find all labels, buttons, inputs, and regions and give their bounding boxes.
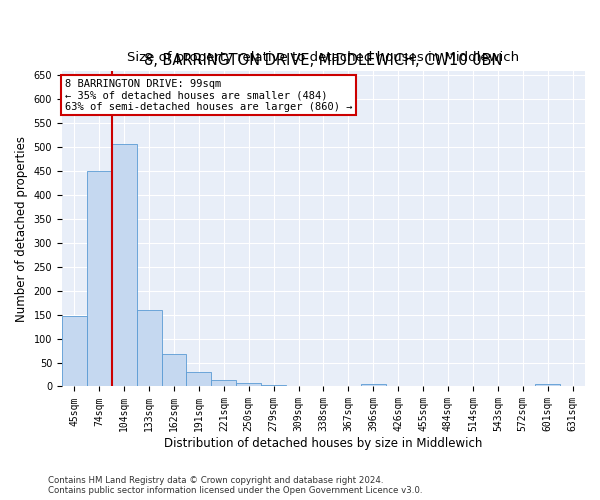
Bar [361, 384, 386, 386]
Bar [137, 310, 161, 386]
Bar [236, 382, 261, 386]
Text: Size of property relative to detached houses in Middlewich: Size of property relative to detached ho… [127, 52, 520, 64]
Bar [87, 171, 112, 386]
Bar [112, 144, 137, 386]
X-axis label: Distribution of detached houses by size in Middlewich: Distribution of detached houses by size … [164, 437, 482, 450]
Text: Contains HM Land Registry data © Crown copyright and database right 2024.
Contai: Contains HM Land Registry data © Crown c… [48, 476, 422, 495]
Bar [161, 354, 187, 386]
Bar [187, 372, 211, 386]
Y-axis label: Number of detached properties: Number of detached properties [15, 136, 28, 322]
Bar [62, 316, 87, 386]
Bar [261, 384, 286, 386]
Title: 8, BARRINGTON DRIVE, MIDDLEWICH, CW10 0BN: 8, BARRINGTON DRIVE, MIDDLEWICH, CW10 0B… [144, 53, 503, 68]
Text: 8 BARRINGTON DRIVE: 99sqm
← 35% of detached houses are smaller (484)
63% of semi: 8 BARRINGTON DRIVE: 99sqm ← 35% of detac… [65, 78, 352, 112]
Bar [211, 380, 236, 386]
Bar [535, 384, 560, 386]
